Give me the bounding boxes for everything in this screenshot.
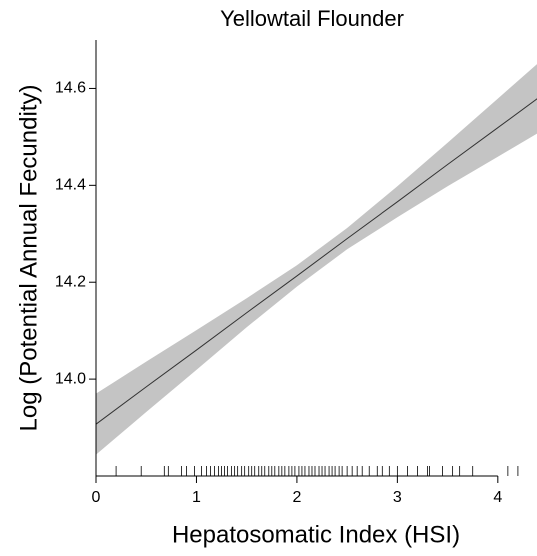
x-axis-title: Hepatosomatic Index (HSI) bbox=[172, 521, 460, 548]
y-tick-label: 14.6 bbox=[55, 80, 86, 97]
x-tick-label: 3 bbox=[393, 489, 402, 506]
x-tick-label: 4 bbox=[493, 489, 502, 506]
x-tick-label: 2 bbox=[292, 489, 301, 506]
y-tick-label: 14.4 bbox=[55, 177, 86, 194]
x-tick-label: 1 bbox=[192, 489, 201, 506]
chart-title: Yellowtail Flounder bbox=[220, 6, 404, 31]
y-tick-label: 14.2 bbox=[55, 273, 86, 290]
x-tick-label: 0 bbox=[92, 489, 101, 506]
y-tick-label: 14.0 bbox=[55, 370, 86, 387]
confidence-band bbox=[96, 64, 537, 455]
fit-line bbox=[95, 98, 537, 425]
y-axis-title: Log (Potential Annual Fecundity) bbox=[15, 85, 42, 432]
